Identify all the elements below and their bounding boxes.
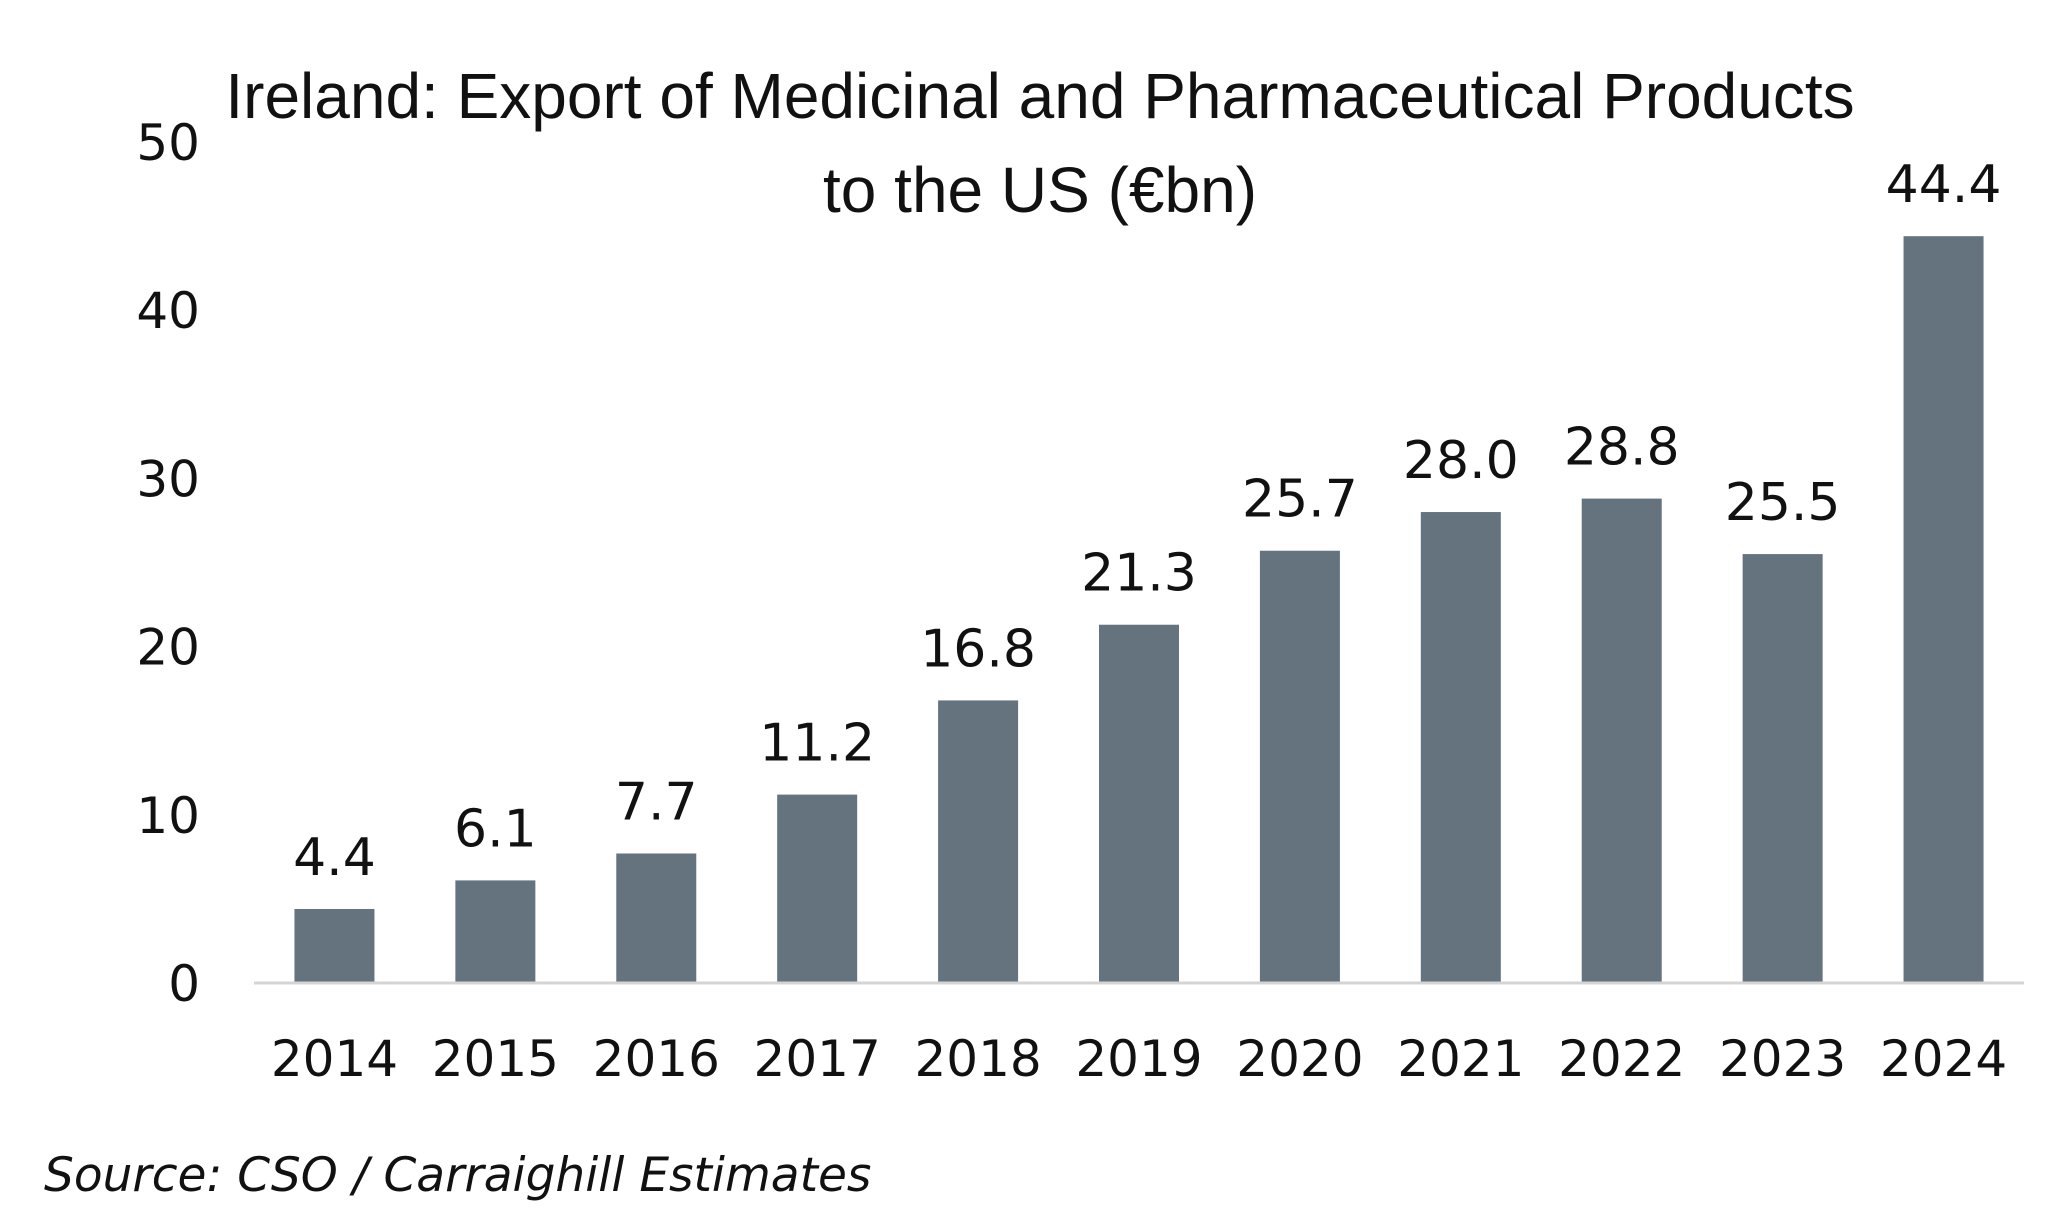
data-label-2019: 21.3	[1081, 544, 1197, 604]
bar-2016	[616, 853, 697, 983]
x-tick-label-2014: 2014	[271, 1030, 398, 1088]
bar-2023	[1742, 554, 1823, 983]
x-tick-label-2022: 2022	[1558, 1030, 1685, 1088]
x-tick-label-2020: 2020	[1236, 1030, 1363, 1088]
data-label-2017: 11.2	[759, 714, 875, 774]
y-tick-label: 30	[136, 450, 200, 508]
bar-2024	[1903, 236, 1984, 983]
x-tick-label-2024: 2024	[1880, 1030, 2007, 1088]
data-label-2024: 44.4	[1886, 155, 2002, 215]
x-tick-label-2016: 2016	[593, 1030, 720, 1088]
bar-2015	[455, 880, 536, 983]
data-label-2021: 28.0	[1403, 431, 1519, 491]
bar-2014	[294, 908, 375, 983]
bar-2020	[1259, 550, 1340, 983]
y-tick-label: 10	[136, 787, 200, 845]
bars	[294, 236, 1984, 983]
bar-2019	[1099, 624, 1179, 983]
chart-title-line-2: to the US (€bn)	[823, 154, 1257, 226]
data-labels: 4.4 6.1 7.7 11.2 16.8 21.3 25.7 28.0 28.8 25.5 44.…	[293, 155, 2001, 888]
data-label-2018: 16.8	[920, 619, 1036, 679]
y-tick-label: 0	[168, 955, 200, 1013]
x-axis-tick-labels: 2014 2015 2016 2017 2018 2019 2020 2021 2022 2023…	[271, 1030, 2007, 1088]
chart-title: Ireland: Export of Medicinal and Pharmac…	[225, 60, 1854, 226]
x-tick-label-2023: 2023	[1719, 1030, 1846, 1088]
chart-title-line-1: Ireland: Export of Medicinal and Pharmac…	[225, 60, 1854, 132]
x-tick-label-2021: 2021	[1397, 1030, 1524, 1088]
y-tick-label: 40	[136, 282, 200, 340]
bar-2017	[777, 794, 858, 983]
data-label-2020: 25.7	[1242, 470, 1358, 530]
x-tick-label-2017: 2017	[754, 1030, 881, 1088]
bar-2021	[1420, 512, 1501, 983]
bar-2022	[1581, 498, 1662, 983]
data-label-2015: 6.1	[454, 799, 537, 859]
y-tick-label: 20	[136, 619, 200, 677]
x-tick-label-2019: 2019	[1075, 1030, 1202, 1088]
data-label-2023: 25.5	[1725, 473, 1841, 533]
data-label-2014: 4.4	[293, 828, 376, 888]
bar-2018	[938, 700, 1019, 983]
source-note: Source: CSO / Carraighill Estimates	[44, 1148, 872, 1203]
y-tick-label: 50	[136, 114, 200, 172]
y-axis-tick-labels: 0 10 20 30 40 50	[136, 114, 200, 1013]
data-label-2016: 7.7	[615, 772, 698, 832]
x-tick-label-2015: 2015	[432, 1030, 559, 1088]
x-tick-label-2018: 2018	[914, 1030, 1041, 1088]
data-label-2022: 28.8	[1564, 418, 1680, 478]
